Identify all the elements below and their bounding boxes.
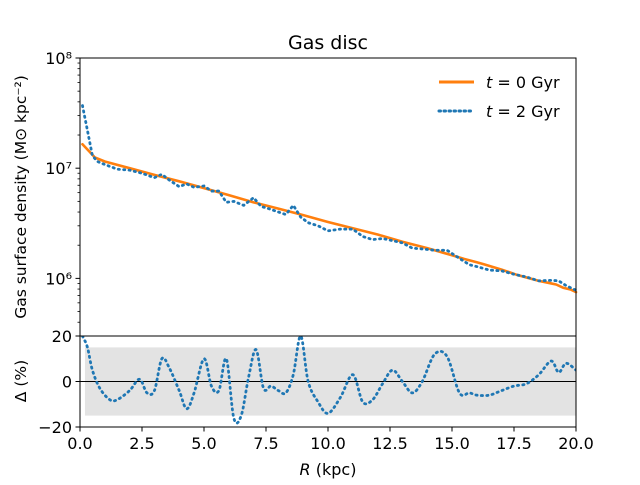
legend-label-t2: t = 2 Gyr [486,102,560,121]
top-y-axis-label: Gas surface density (M⊙ kpc⁻²) [12,75,30,319]
x-axis-label-text: (kpc) [311,460,357,479]
x-tick-label: 2.5 [129,434,154,453]
bottom-background-group [80,347,576,415]
y-tick-label: 10⁶ [45,269,72,288]
top-panel-frame [80,58,576,336]
x-tick-label: 10.0 [310,434,346,453]
x-axis-label: R (kpc) [300,460,357,479]
bottom-x-ticks: 0.0 2.5 5.0 7.5 10.0 12.5 15.0 17.5 20.0 [67,427,594,453]
x-tick-label: 7.5 [253,434,278,453]
x-tick-label: 20.0 [558,434,594,453]
chart-title: Gas disc [288,32,368,54]
series-t2 [82,106,576,291]
y-tick-label: 0 [62,373,72,392]
x-tick-label: 0.0 [67,434,92,453]
x-tick-label: 17.5 [496,434,532,453]
x-axis-label-var: R [300,460,311,479]
x-tick-label: 12.5 [372,434,408,453]
y-tick-label: 10⁷ [45,159,72,178]
series-line-t2 [82,106,576,291]
y-tick-label: 20 [52,327,72,346]
top-y-ticks: 10⁶ 10⁷ 10⁸ [45,49,80,336]
legend-label-t0-text: = 0 Gyr [492,73,560,92]
y-tick-label: 10⁸ [45,49,72,68]
legend: t = 0 Gyr t = 2 Gyr [439,73,560,121]
top-series-group [82,106,576,293]
top-panel: 10⁶ 10⁷ 10⁸ Gas surface density (M⊙ kpc⁻²)… [12,49,576,336]
x-tick-label: 5.0 [191,434,216,453]
legend-label-t2-text: = 2 Gyr [492,102,560,121]
x-tick-label: 15.0 [434,434,470,453]
legend-label-t0: t = 0 Gyr [486,73,560,92]
bottom-y-axis-label: Δ (%) [12,360,30,402]
